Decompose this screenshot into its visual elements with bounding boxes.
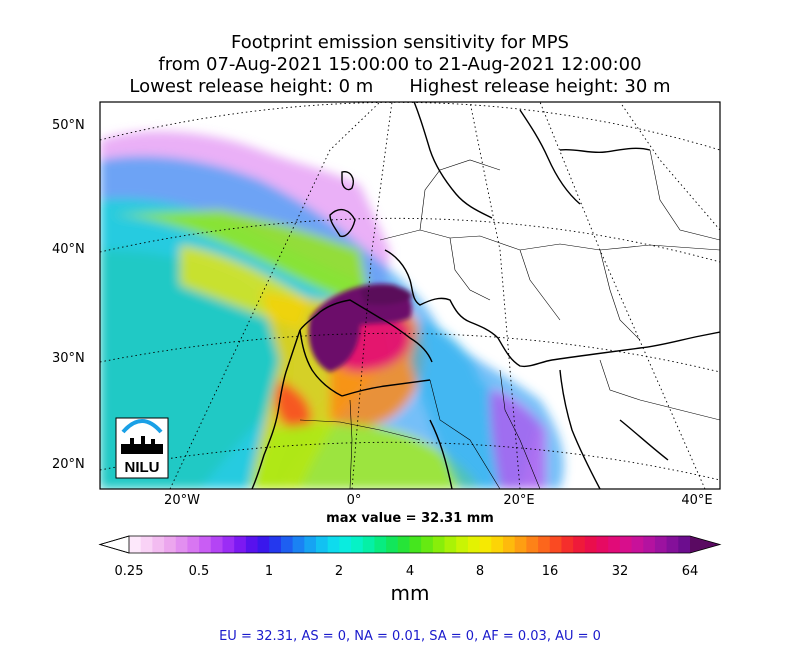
colorbar-segment xyxy=(397,536,410,553)
lat-label-40n: 40°N xyxy=(52,242,85,257)
colorbar-segment xyxy=(362,536,375,553)
colorbar-segment xyxy=(257,536,270,553)
emission-sensitivity-field xyxy=(100,131,564,489)
colorbar-segment xyxy=(503,536,516,553)
country-borders xyxy=(299,149,720,489)
colorbar-segment xyxy=(456,536,469,553)
colorbar-segment xyxy=(584,536,597,553)
colorbar-unit-label: mm xyxy=(390,581,430,605)
lat-label-50n: 50°N xyxy=(52,118,85,133)
colorbar-tick-0-25: 0.25 xyxy=(114,564,144,579)
colorbar-segment xyxy=(386,536,399,553)
colorbar-tick-4: 4 xyxy=(405,564,415,579)
colorbar-segment xyxy=(573,536,586,553)
colorbar-segment xyxy=(210,536,223,553)
colorbar-tick-2: 2 xyxy=(334,564,344,579)
colorbar-segment xyxy=(678,536,691,553)
colorbar-tick-64: 64 xyxy=(681,564,699,579)
colorbar-segment xyxy=(129,536,142,553)
colorbar-segment xyxy=(351,536,364,553)
colorbar xyxy=(98,535,722,554)
colorbar-segment xyxy=(339,536,352,553)
lon-label-20w: 20°W xyxy=(164,493,200,508)
colorbar-extend-high xyxy=(690,536,720,553)
colorbar-segment xyxy=(608,536,621,553)
colorbar-tick-1: 1 xyxy=(264,564,274,579)
colorbar-segment xyxy=(280,536,294,553)
max-value-label: max value = 32.31 mm xyxy=(326,511,494,526)
colorbar-segment xyxy=(421,536,434,553)
lowest-release-height: Lowest release height: 0 m xyxy=(129,76,374,97)
colorbar-segment xyxy=(316,536,329,553)
colorbar-segment xyxy=(175,536,188,553)
title-line-3: Lowest release height: 0 m Highest releas… xyxy=(0,76,800,98)
colorbar-segment xyxy=(432,536,445,553)
colorbar-segment xyxy=(479,536,492,553)
colorbar-segment xyxy=(561,536,574,553)
colorbar-segment xyxy=(514,536,527,553)
colorbar-segment xyxy=(654,536,668,553)
colorbar-segment xyxy=(666,536,679,553)
colorbar-segment xyxy=(444,536,457,553)
colorbar-segment xyxy=(269,536,282,553)
lon-label-40e: 40°E xyxy=(681,493,713,508)
colorbar-extend-low xyxy=(98,535,130,554)
title-line-2: from 07-Aug-2021 15:00:00 to 21-Aug-2021… xyxy=(158,54,642,75)
colorbar-segment xyxy=(245,536,258,553)
colorbar-segment xyxy=(467,536,481,553)
colorbar-segment xyxy=(304,536,317,553)
lat-label-20n: 20°N xyxy=(52,457,85,472)
colorbar-segment xyxy=(596,536,609,553)
colorbar-segment xyxy=(222,536,235,553)
nilu-logo-text: NILU xyxy=(125,459,160,476)
colorbar-segment xyxy=(199,536,212,553)
colorbar-tick-0-5: 0.5 xyxy=(188,564,210,579)
colorbar-segment xyxy=(619,536,632,553)
lon-label-0: 0° xyxy=(346,493,362,508)
colorbar-segment xyxy=(526,536,539,553)
title-line-1: Footprint emission sensitivity for MPS xyxy=(231,32,569,53)
colorbar-outline xyxy=(98,535,722,554)
colorbar-segment xyxy=(164,536,177,553)
colorbar-tick-32: 32 xyxy=(611,564,629,579)
colorbar-segment xyxy=(152,536,165,553)
highest-release-height: Highest release height: 30 m xyxy=(409,76,671,97)
colorbar-segment xyxy=(234,536,247,553)
colorbar-tick-8: 8 xyxy=(475,564,485,579)
region-totals-footer: EU = 32.31, AS = 0, NA = 0.01, SA = 0, A… xyxy=(219,629,601,644)
map-frame xyxy=(99,101,721,490)
graticule xyxy=(100,102,720,489)
colorbar-segment xyxy=(409,536,422,553)
colorbar-segment xyxy=(187,536,200,553)
colorbar-segment xyxy=(538,536,551,553)
lon-label-20e: 20°E xyxy=(503,493,535,508)
colorbar-segment xyxy=(631,536,644,553)
colorbar-segment xyxy=(292,536,305,553)
colorbar-tick-16: 16 xyxy=(541,564,559,579)
colorbar-segment xyxy=(327,536,340,553)
nilu-logo: NILU xyxy=(115,417,169,479)
colorbar-segment xyxy=(140,536,153,553)
coastlines-borders xyxy=(251,102,720,489)
map-area: NILU xyxy=(100,102,720,489)
colorbar-segment xyxy=(549,536,562,553)
lat-label-30n: 30°N xyxy=(52,351,85,366)
colorbar-segment xyxy=(374,536,387,553)
colorbar-segment xyxy=(643,536,656,553)
colorbar-segment xyxy=(491,536,504,553)
